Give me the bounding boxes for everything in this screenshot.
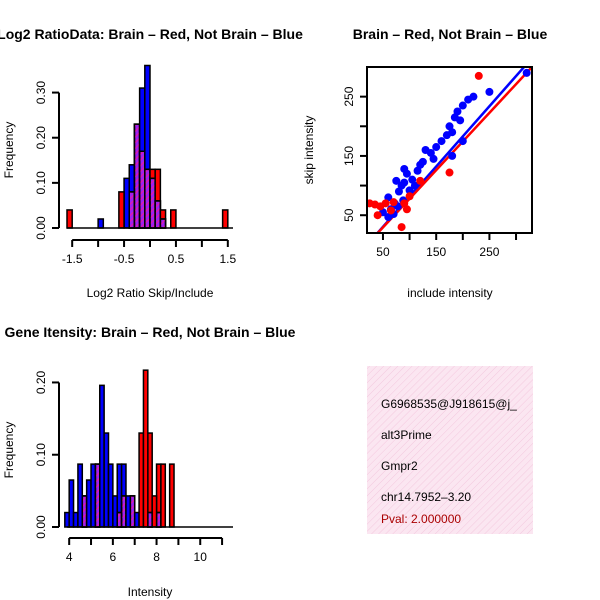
scatter-point-not-brain (522, 68, 531, 77)
scatter-point-brain (405, 192, 414, 201)
ratio-hist-bars (66, 64, 233, 229)
ratio-hist-x-tick-label: -0.5 (114, 252, 135, 266)
scatter-point-not-brain (429, 154, 438, 163)
scatter-point-brain (416, 176, 425, 185)
scatter-point-not-brain (418, 157, 427, 166)
scatter-point-not-brain (453, 107, 462, 116)
info-pval: Pval: 2.000000 (381, 512, 461, 526)
intensity-hist-bar-brain (168, 463, 175, 528)
ratio-hist-x-tick-label: 1.5 (219, 252, 236, 266)
info-panel: G6968535@J918615@j_ alt3Prime Gmpr2 chr1… (367, 366, 533, 534)
intensity-hist-x-tick-label: 8 (153, 550, 160, 564)
scatter-point-not-brain (469, 92, 478, 101)
scatter-point-not-brain (405, 186, 414, 195)
ratio-hist-y-tick-label: 0.20 (34, 126, 48, 150)
info-event: alt3Prime (381, 428, 432, 442)
scatter-point-brain (397, 223, 406, 232)
ratio-hist-bar-brain (170, 209, 177, 229)
scatter-x-tick-label: 250 (479, 245, 499, 259)
intensity-hist-bar-brain (142, 369, 149, 528)
scatter-xlabel: include intensity (407, 286, 492, 300)
info-gene: Gmpr2 (381, 459, 418, 473)
ratio-hist-bar-brain (118, 191, 125, 229)
ratio-hist-bar-overlap-hatch (128, 191, 136, 229)
intensity-hist-y-axis: 0.00 0.10 0.20 (34, 370, 60, 539)
intensity-hist-y-tick-label: 0.10 (34, 443, 48, 467)
ratio-hist-bar-not-brain (123, 177, 130, 229)
ratio-hist-bar-overlap-hatch (154, 200, 162, 229)
scatter-panel: Brain – Red, Not Brain – Blue 50 150 250 5… (302, 26, 547, 300)
ratio-hist-x-tick-label: 0.5 (168, 252, 185, 266)
intensity-hist-bar-brain (151, 495, 158, 528)
ratio-hist-panel: Log2 RatioData: Brain – Red, Not Brain –… (0, 26, 303, 300)
scatter-y-tick-label: 250 (342, 86, 356, 106)
scatter-title: Brain – Red, Not Brain – Blue (353, 26, 548, 42)
scatter-point-not-brain (448, 151, 457, 160)
ratio-hist-xlabel: Log2 Ratio Skip/Include (87, 286, 214, 300)
scatter-x-axis: 50 150 250 (376, 232, 518, 259)
scatter-point-brain (474, 71, 483, 80)
scatter-fit-red (376, 67, 532, 233)
ratio-hist-ylabel: Frequency (2, 122, 16, 179)
intensity-hist-x-tick-label: 6 (110, 550, 117, 564)
ratio-hist-x-axis: -1.5 -0.5 0.5 1.5 (62, 239, 236, 266)
info-id: G6968535@J918615@j_ (381, 397, 517, 411)
scatter-point-not-brain (448, 128, 457, 137)
scatter-point-not-brain (410, 181, 419, 190)
scatter-point-not-brain (432, 143, 441, 152)
scatter-x-tick-label: 50 (376, 245, 390, 259)
intensity-hist-y-tick-label: 0.00 (34, 515, 48, 539)
intensity-hist-bars (64, 369, 233, 528)
scatter-point-not-brain (485, 87, 494, 96)
ratio-hist-bar-overlap-hatch (159, 218, 167, 229)
ratio-hist-bar-brain (221, 209, 229, 229)
scatter-y-axis: 50 150 250 (342, 86, 368, 222)
intensity-hist-y-tick-label: 0.20 (34, 370, 48, 394)
scatter-point-not-brain (392, 176, 401, 185)
ratio-hist-y-tick-label: 0.00 (34, 216, 48, 240)
intensity-hist-panel: Gene Itensity: Brain – Red, Not Brain – … (2, 324, 296, 599)
ratio-hist-bar-overlap-hatch (138, 150, 146, 229)
scatter-point-brain (402, 205, 411, 214)
intensity-hist-ylabel: Frequency (2, 422, 16, 479)
scatter-point-not-brain (456, 116, 465, 125)
scatter-point-not-brain (400, 164, 409, 173)
scatter-point-brain (373, 211, 382, 220)
scatter-y-tick-label: 150 (342, 146, 356, 166)
ratio-hist-y-tick-label: 0.30 (34, 81, 48, 105)
scatter-ylabel: skip intensity (302, 116, 316, 185)
intensity-hist-x-axis: 4 6 8 10 (66, 537, 224, 564)
info-location: chr14.7952–3.20 (381, 490, 471, 504)
intensity-hist-title: Gene Itensity: Brain – Red, Not Brain – … (5, 324, 296, 340)
scatter-point-not-brain (458, 137, 467, 146)
ratio-hist-y-tick-label: 0.10 (34, 171, 48, 195)
scatter-point-brain (389, 198, 398, 207)
scatter-point-brain (445, 168, 454, 177)
ratio-hist-y-axis: 0.00 0.10 0.20 0.30 (34, 81, 60, 240)
intensity-hist-xlabel: Intensity (128, 585, 173, 599)
scatter-point-not-brain (458, 101, 467, 110)
ratio-hist-title: Log2 RatioData: Brain – Red, Not Brain –… (0, 26, 303, 42)
ratio-hist-bar-not-brain (97, 218, 105, 229)
intensity-hist-bar-brain (160, 463, 167, 528)
ratio-hist-x-tick-label: -1.5 (62, 252, 83, 266)
scatter-point-brain (386, 206, 395, 215)
ratio-hist-bar-overlap-hatch (133, 123, 141, 229)
scatter-point-brain (381, 199, 390, 208)
intensity-hist-x-tick-label: 4 (66, 550, 73, 564)
ratio-hist-bar-brain (66, 209, 73, 229)
scatter-y-tick-label: 50 (342, 208, 356, 222)
scatter-points (367, 68, 531, 232)
ratio-hist-bar-overlap-hatch (144, 168, 151, 229)
scatter-x-tick-label: 150 (426, 245, 446, 259)
info-box-background (367, 366, 533, 534)
ratio-hist-bar-overlap-hatch (149, 177, 156, 229)
intensity-hist-x-tick-label: 10 (194, 550, 208, 564)
scatter-point-not-brain (437, 137, 446, 146)
scatter-point-not-brain (400, 178, 409, 187)
